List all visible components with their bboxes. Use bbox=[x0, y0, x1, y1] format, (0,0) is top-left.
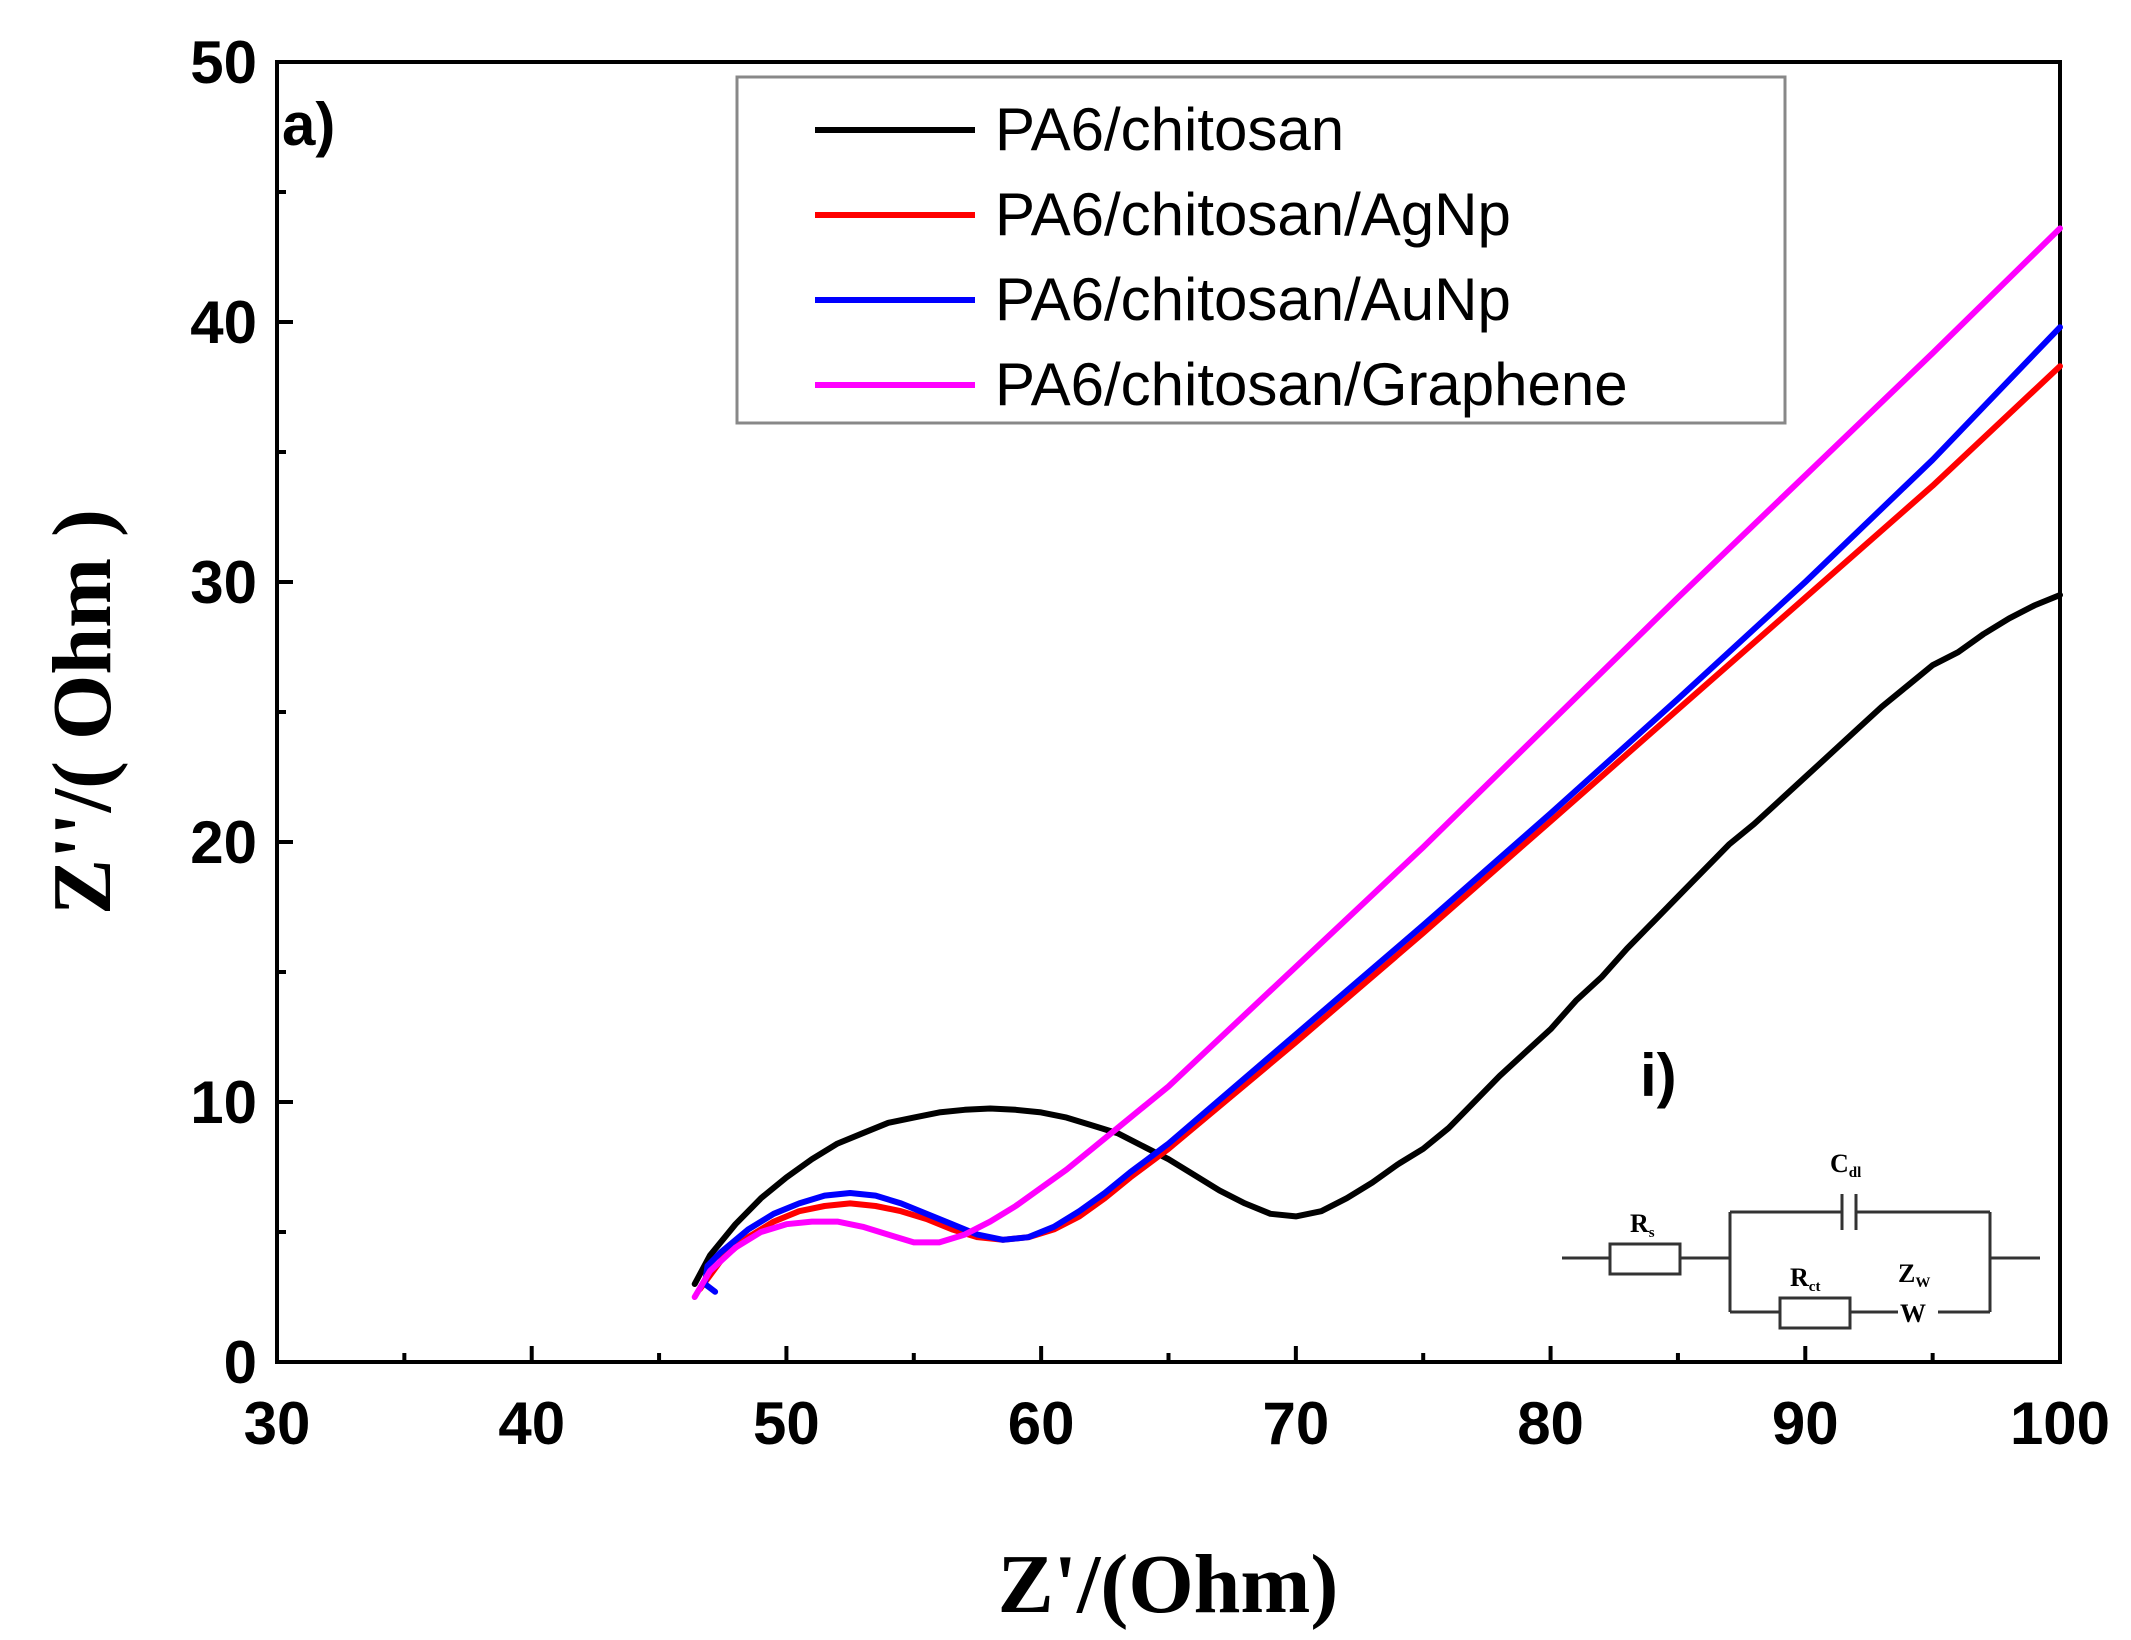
resistor-rs bbox=[1608, 1242, 1682, 1276]
circuit-label-w: W bbox=[1900, 1299, 1926, 1328]
legend: PA6/chitosan PA6/chitosan/AgNp PA6/chito… bbox=[735, 75, 1787, 425]
axis-tick-labels: 30 40 50 60 70 80 90 100 0 10 20 30 40 50 bbox=[190, 29, 2110, 1457]
circuit-label-cdl: Cdl bbox=[1830, 1149, 1861, 1181]
legend-box bbox=[735, 75, 1787, 425]
y-tick-label: 40 bbox=[190, 289, 257, 356]
legend-label-2: PA6/chitosan/AuNp bbox=[995, 266, 1511, 333]
panel-label: a) bbox=[282, 91, 335, 158]
equivalent-circuit-inset bbox=[1562, 1194, 2040, 1330]
x-tick-label: 30 bbox=[244, 1390, 311, 1457]
circuit-label-rct: Rct bbox=[1790, 1263, 1820, 1295]
resistor-rct bbox=[1778, 1296, 1852, 1330]
y-tick-label: 0 bbox=[224, 1329, 257, 1396]
circuit-label-rs: Rs bbox=[1630, 1209, 1655, 1241]
axis-ticks bbox=[275, 60, 2062, 1364]
series-line-2 bbox=[701, 324, 2063, 1295]
x-tick-label: 80 bbox=[1517, 1390, 1584, 1457]
legend-label-3: PA6/chitosan/Graphene bbox=[995, 351, 1628, 418]
x-tick-label: 70 bbox=[1262, 1390, 1329, 1457]
y-tick-label: 50 bbox=[190, 29, 257, 96]
y-tick-label: 20 bbox=[190, 809, 257, 876]
x-tick-label: 40 bbox=[498, 1390, 565, 1457]
x-tick-label: 100 bbox=[2010, 1390, 2110, 1457]
inset-label: i) bbox=[1640, 1042, 1677, 1109]
series-line-1 bbox=[696, 363, 2063, 1293]
series-layer bbox=[691, 225, 2063, 1300]
y-tick-label: 30 bbox=[190, 549, 257, 616]
legend-label-0: PA6/chitosan bbox=[995, 96, 1344, 163]
x-tick-label: 90 bbox=[1772, 1390, 1839, 1457]
x-tick-label: 60 bbox=[1008, 1390, 1075, 1457]
y-axis-title: Z''/( Ohm ) bbox=[36, 509, 129, 915]
x-axis-title: Z'/(Ohm) bbox=[998, 1538, 1339, 1631]
series-line-3 bbox=[691, 225, 2063, 1300]
legend-label-1: PA6/chitosan/AgNp bbox=[995, 181, 1511, 248]
series-line-0 bbox=[691, 592, 2063, 1287]
circuit-label-zw: ZW bbox=[1898, 1259, 1930, 1291]
y-tick-label: 10 bbox=[190, 1069, 257, 1136]
x-tick-label: 50 bbox=[753, 1390, 820, 1457]
